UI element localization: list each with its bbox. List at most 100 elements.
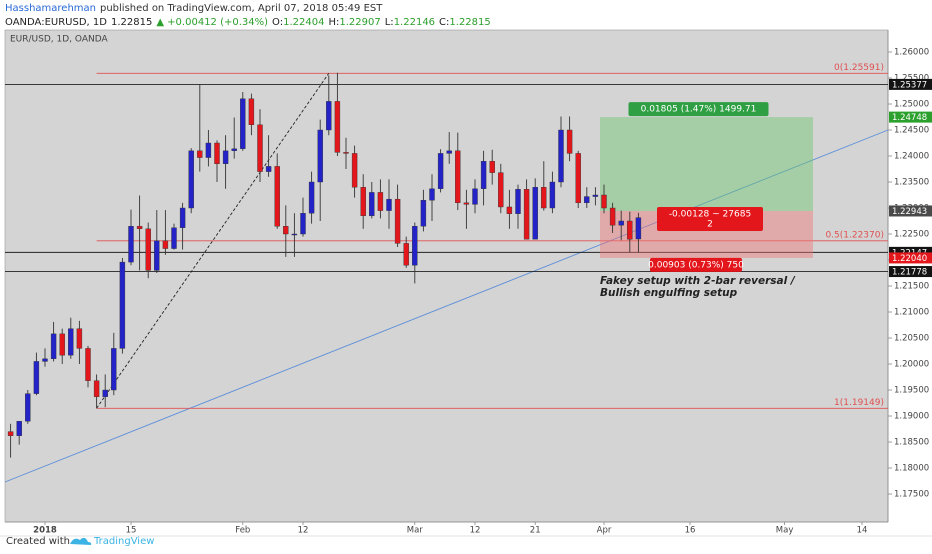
y-tick-label: 1.17500	[894, 490, 929, 500]
candle-body	[317, 129, 323, 183]
candle-body	[128, 226, 134, 263]
candle-body	[498, 172, 504, 208]
y-tick-label: 1.22500	[894, 230, 929, 240]
target-label: 0.01805 (1.47%) 1499.71	[641, 105, 757, 115]
candle-body	[394, 198, 401, 244]
candle-body	[326, 101, 332, 131]
candle-body	[154, 240, 160, 271]
published: published on TradingView.com, April 07, …	[100, 3, 383, 14]
candle-body	[50, 333, 57, 360]
candle-body	[93, 380, 100, 397]
ohlc-value: 1.22907	[339, 17, 380, 28]
y-tick-label: 1.19500	[894, 386, 929, 396]
candle-body	[214, 142, 220, 165]
candle-body	[343, 152, 349, 154]
y-tick-label: 1.20000	[894, 360, 929, 370]
footer-logo	[70, 537, 92, 545]
target-zone	[600, 117, 813, 211]
ohlc-value: 1.22146	[394, 17, 435, 28]
candle-body	[197, 150, 203, 158]
ohlc-value: 1.22404	[283, 17, 324, 28]
candle-body	[16, 421, 22, 436]
candle-body	[523, 189, 530, 240]
candle-body	[7, 431, 14, 436]
candle-body	[558, 129, 564, 183]
price-badge	[889, 205, 932, 217]
candle-body	[515, 189, 521, 214]
y-tick-label: 1.24500	[894, 126, 929, 136]
candle-body	[291, 233, 298, 236]
candle-body	[437, 153, 444, 189]
ohlc-key: L:	[385, 17, 394, 28]
symbol: OANDA:EURUSD, 1D	[5, 17, 107, 28]
candle-body	[145, 228, 151, 271]
annotation: Fakey setup with 2-bar reversal /	[600, 275, 796, 287]
candle-body	[111, 348, 117, 391]
candle-body	[42, 358, 48, 362]
footer-created: Created with	[6, 536, 70, 547]
candle-body	[33, 361, 40, 394]
candle-body	[188, 150, 194, 209]
price-badge	[889, 266, 932, 278]
y-tick-label: 1.25000	[894, 100, 929, 110]
candle-body	[119, 261, 126, 349]
candle-body	[592, 194, 599, 197]
y-tick-label: 1.20500	[894, 334, 929, 344]
last-price: 1.22815	[111, 17, 152, 28]
candle-body	[480, 161, 487, 189]
price-badge-label: 1.21778	[892, 268, 927, 278]
candle-body	[179, 207, 186, 228]
x-tick-label: 16	[685, 526, 696, 536]
footer-brand: TradingView	[93, 536, 154, 547]
candle-body	[283, 226, 289, 235]
candle-body	[334, 101, 341, 153]
x-tick-label: May	[776, 526, 794, 536]
candle-body	[429, 188, 435, 201]
candle-body	[248, 98, 255, 126]
candle-body	[136, 226, 143, 230]
price-badge-label: 1.24748	[892, 113, 927, 123]
price-badge	[889, 111, 932, 123]
candle-body	[386, 198, 392, 211]
candle-body	[369, 192, 375, 217]
target-label-bg	[628, 102, 769, 117]
x-tick-label: 12	[470, 526, 481, 536]
price-badge	[889, 78, 932, 90]
ohlc-key: O:	[272, 17, 283, 28]
price-badge-label: 1.22040	[892, 254, 927, 264]
x-tick-label: Mar	[407, 526, 424, 536]
entry-label-bg	[657, 206, 763, 231]
candle-body	[76, 328, 83, 349]
chart-layer: 1.17500 1.18000 1.18500 1.19000 1.19500 1.200…	[4, 47, 932, 536]
candle-body	[412, 226, 418, 266]
candle-body	[618, 220, 624, 226]
candle-body	[257, 124, 263, 172]
candle-body	[532, 187, 538, 240]
candle-body	[463, 202, 470, 205]
y-tick-label: 1.24000	[894, 152, 929, 162]
candle-body	[59, 333, 65, 356]
candle-body	[575, 153, 581, 204]
candle-body	[102, 389, 108, 397]
y-tick-label: 1.21000	[894, 308, 929, 318]
candle-body	[274, 166, 280, 227]
candle-body	[377, 192, 384, 211]
entry-sub: 2	[707, 219, 713, 229]
candle-body	[489, 161, 495, 173]
y-tick-label: 1.21500	[894, 282, 929, 292]
candle-body	[265, 166, 272, 172]
candle-body	[25, 393, 31, 422]
price-badge-label: 1.25377	[892, 80, 927, 90]
x-tick-label: 2018	[33, 526, 57, 536]
candle-body	[541, 187, 547, 209]
stop-label: 0.00903 (0.73%) 750	[648, 260, 744, 270]
candle-body	[635, 217, 642, 240]
candle-body	[231, 148, 237, 152]
y-tick-label: 1.18500	[894, 438, 929, 448]
y-tick-label: 1.25500	[894, 73, 929, 83]
y-tick-label: 1.18000	[894, 464, 929, 474]
candle-body	[205, 142, 212, 158]
candle-body	[171, 227, 177, 249]
candle-body	[222, 150, 229, 165]
